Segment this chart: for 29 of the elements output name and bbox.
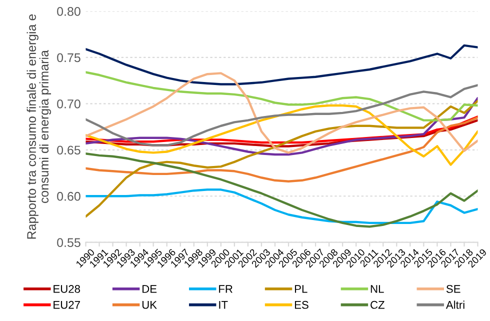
line-series [86,44,478,86]
line-series [86,100,478,218]
legend-label: IT [219,301,228,309]
legend-label: DE [142,285,157,293]
legend-label: NL [370,285,384,293]
line-series [86,104,478,166]
legend-label: PL [294,285,308,293]
legend-label: ES [294,300,308,309]
legend-label: CZ [370,300,384,309]
y-tick-label: 0.60 [57,192,80,201]
y-axis-title: Rapporto tra consumo finale di energia e consumi di energia primaria [26,14,52,239]
legend-label: UK [142,301,157,309]
legend-label: FR [219,285,232,293]
line-series [86,71,478,122]
line-series [86,116,478,182]
legend-label: EU28 [54,285,80,293]
legend-label: Altri [446,300,464,309]
line-series [86,188,478,224]
y-tick-label: 0.70 [57,99,80,108]
line-series [86,152,478,228]
line-series [86,97,478,156]
y-tick-label: 0.65 [57,146,80,155]
line-series [86,84,478,146]
line-series [86,72,478,154]
legend-label: EU27 [54,300,80,309]
y-tick-label: 0.55 [57,238,80,248]
y-tick-label: 0.75 [57,53,80,62]
legend-label: SE [446,285,460,293]
y-tick-label: 0.80 [57,7,80,16]
